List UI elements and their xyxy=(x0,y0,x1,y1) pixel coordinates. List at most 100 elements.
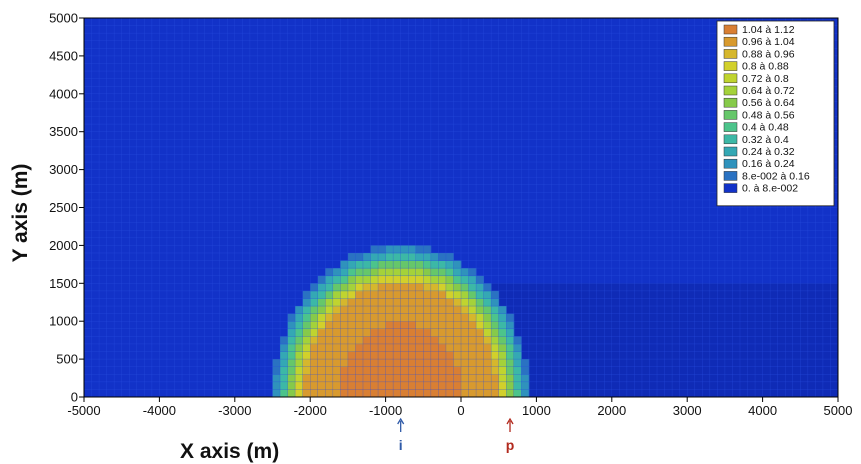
heatmap-cell xyxy=(445,336,454,345)
heatmap-cell xyxy=(476,336,485,345)
y-tick-label: 2000 xyxy=(49,238,78,253)
heatmap-cell xyxy=(445,313,454,322)
heatmap-cell xyxy=(362,366,371,375)
heatmap-cell xyxy=(445,252,454,261)
legend-swatch xyxy=(723,158,738,169)
heatmap-cell xyxy=(393,374,402,383)
heatmap-cell xyxy=(370,290,379,299)
heatmap-cell xyxy=(362,252,371,261)
x-tick-label: -4000 xyxy=(143,403,176,418)
heatmap-cell xyxy=(400,313,409,322)
heatmap-cell xyxy=(287,359,296,368)
heatmap-cell xyxy=(287,351,296,360)
heatmap-cell xyxy=(506,351,515,360)
heatmap-cell xyxy=(415,260,424,269)
heatmap-cell xyxy=(476,389,485,397)
heatmap-cell xyxy=(332,343,341,352)
heatmap-cell xyxy=(415,283,424,292)
heatmap-cell xyxy=(310,351,319,360)
heatmap-cell xyxy=(347,343,356,352)
heatmap-cell xyxy=(438,260,447,269)
heatmap-cell xyxy=(317,306,326,315)
heatmap-cell xyxy=(355,366,364,375)
heatmap-cell xyxy=(378,306,386,315)
heatmap-cell xyxy=(483,359,492,368)
heatmap-cell xyxy=(445,359,454,368)
legend-label: 0.96 à 1.04 xyxy=(742,36,795,48)
heatmap-cell xyxy=(310,298,319,307)
heatmap-cell xyxy=(483,343,492,352)
legend-swatch xyxy=(723,171,738,181)
heatmap-cell xyxy=(400,374,409,383)
heatmap-cell xyxy=(362,351,371,360)
heatmap-cell xyxy=(340,343,349,352)
heatmap-cell xyxy=(362,306,371,315)
y-tick-label: 3500 xyxy=(49,124,78,139)
heatmap-cell xyxy=(498,306,507,315)
heatmap-cell xyxy=(498,389,507,397)
heatmap-cell xyxy=(340,298,349,307)
x-tick-label: -5000 xyxy=(67,403,100,418)
heatmap-cell xyxy=(445,268,454,277)
heatmap-cell xyxy=(370,351,379,360)
x-axis-ticks: -5000 -4000 -3000 -2000 -1000 0 1000 2000 3000 40… xyxy=(67,397,852,418)
heatmap-cell xyxy=(295,306,304,315)
heatmap-cell xyxy=(340,283,349,292)
heatmap-cell xyxy=(415,359,424,368)
heatmap-cell xyxy=(393,245,402,254)
y-tick-label: 0 xyxy=(71,390,78,405)
heatmap-cell xyxy=(521,359,530,368)
heatmap-cell xyxy=(408,381,417,390)
heatmap-cell xyxy=(393,298,402,307)
heatmap-cell xyxy=(423,343,432,352)
heatmap-cell xyxy=(491,381,500,390)
heatmap-cell xyxy=(400,298,409,307)
heatmap-cell xyxy=(310,336,319,345)
heatmap-cell xyxy=(370,374,379,383)
heatmap-cell xyxy=(362,298,371,307)
heatmap-cell xyxy=(453,389,462,397)
heatmap-cell xyxy=(408,268,417,277)
heatmap-cell xyxy=(400,336,409,345)
heatmap-cell xyxy=(347,283,356,292)
heatmap-cell xyxy=(385,351,394,360)
heatmap-cell xyxy=(408,275,417,284)
heatmap-cell xyxy=(362,359,371,368)
heatmap-cell xyxy=(438,351,447,360)
heatmap-cell xyxy=(408,306,417,315)
heatmap-cell xyxy=(483,313,492,322)
y-tick-label: 4000 xyxy=(49,86,78,101)
heatmap-cell xyxy=(370,336,379,345)
heatmap-cell xyxy=(378,328,386,337)
legend-swatch xyxy=(723,73,738,84)
heatmap-cell xyxy=(332,313,341,322)
heatmap-cell xyxy=(461,336,469,345)
heatmap-cell xyxy=(483,328,492,337)
heatmap-cell xyxy=(445,389,454,397)
heatmap-cell xyxy=(438,343,447,352)
heatmap-cell xyxy=(430,366,439,375)
heatmap-cell xyxy=(393,359,402,368)
heatmap-cell xyxy=(272,381,281,390)
heatmap-cell xyxy=(453,268,462,277)
heatmap-cell xyxy=(310,374,319,383)
heatmap-cell xyxy=(317,290,326,299)
legend-label: 0.56 à 0.64 xyxy=(742,97,795,109)
heatmap-cell xyxy=(385,359,394,368)
heatmap-cell xyxy=(438,366,447,375)
heatmap-cell xyxy=(287,321,296,330)
heatmap-cell xyxy=(370,359,379,368)
heatmap-cell xyxy=(438,298,447,307)
heatmap-cell xyxy=(340,374,349,383)
heatmap-cell xyxy=(438,306,447,315)
marker-arrowhead-i xyxy=(397,417,405,425)
heatmap-cell xyxy=(461,298,469,307)
heatmap-cell xyxy=(385,336,394,345)
heatmap-cell xyxy=(325,298,334,307)
heatmap-cell xyxy=(400,366,409,375)
y-tick-label: 3000 xyxy=(49,162,78,177)
heatmap-cell xyxy=(461,374,469,383)
heatmap-cell xyxy=(461,389,469,397)
heatmap-cell xyxy=(347,306,356,315)
